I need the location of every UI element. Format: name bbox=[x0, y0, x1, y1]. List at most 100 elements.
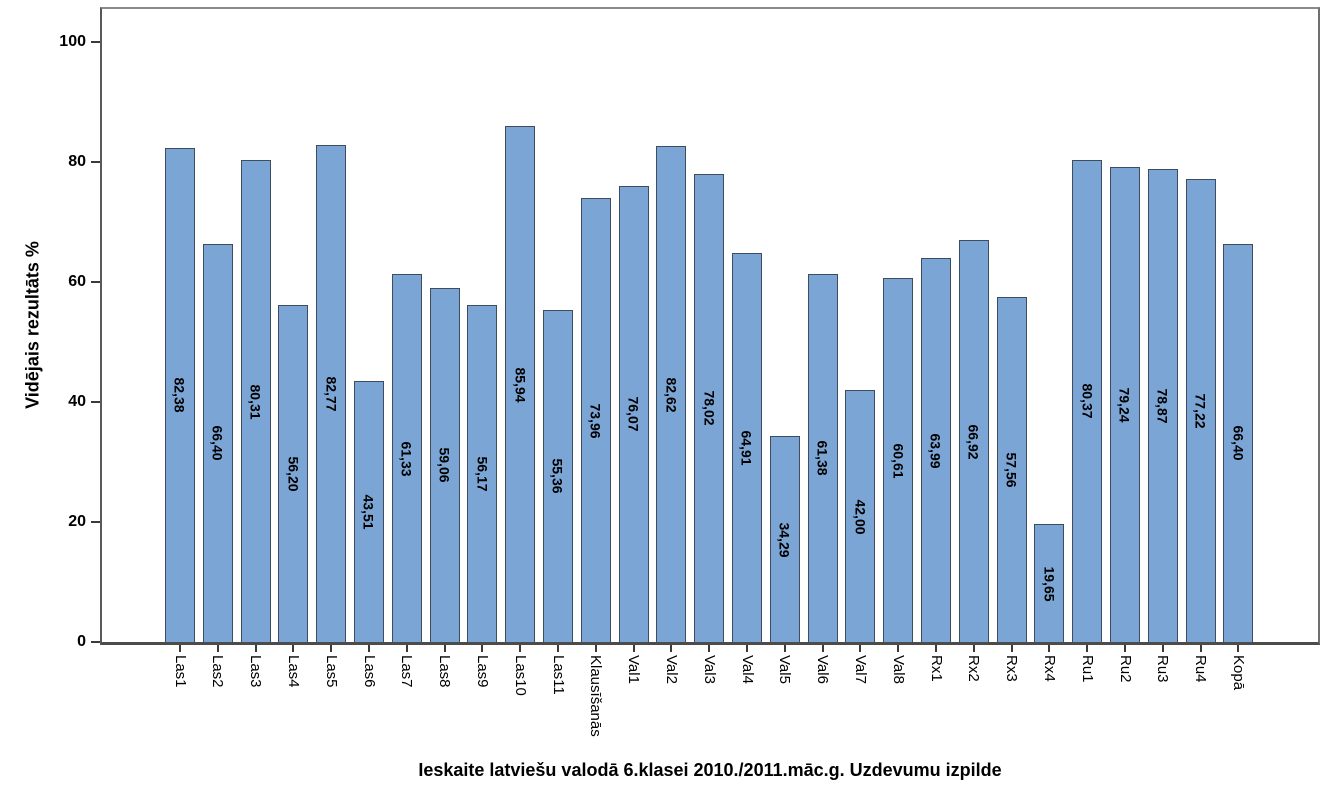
bar-Rx4: 19,65 bbox=[1034, 524, 1065, 642]
x-tick-mark bbox=[972, 645, 975, 652]
y-axis-title: Vidējais rezultāts % bbox=[22, 241, 43, 409]
x-tick-label: Val2 bbox=[662, 655, 680, 684]
bar-value-label: 34,29 bbox=[776, 522, 793, 558]
bar-Ru3: 78,87 bbox=[1147, 168, 1178, 642]
y-tick-mark bbox=[91, 41, 100, 43]
bar-Las5: 82,77 bbox=[316, 145, 347, 642]
bar-Las10: 85,94 bbox=[505, 126, 536, 642]
bar-Las7: 61,33 bbox=[391, 274, 422, 642]
x-tick-mark bbox=[746, 645, 748, 652]
x-tick-mark bbox=[443, 645, 446, 652]
x-tick-mark bbox=[783, 645, 786, 652]
y-tick-label: 20 bbox=[68, 513, 86, 530]
x-tick-mark bbox=[557, 645, 559, 652]
bar-Las2: 66,40 bbox=[202, 243, 233, 642]
x-tick-label: Las1 bbox=[171, 655, 189, 688]
y-tick-mark bbox=[91, 521, 100, 523]
bar-Las8: 59,06 bbox=[429, 287, 460, 642]
bar-value-label: 19,65 bbox=[1041, 566, 1058, 602]
y-tick-mark bbox=[91, 281, 100, 283]
x-tick-mark bbox=[859, 645, 862, 652]
x-tick-label: Las11 bbox=[549, 655, 567, 695]
x-tick-label: Rx1 bbox=[927, 655, 945, 682]
x-tick-label: Las3 bbox=[247, 655, 265, 688]
x-tick-label: Las4 bbox=[284, 655, 302, 688]
bar-Ru1: 80,37 bbox=[1072, 159, 1103, 642]
x-tick-mark bbox=[481, 645, 484, 652]
bar-value-label: 77,22 bbox=[1192, 393, 1209, 429]
bar-value-label: 56,17 bbox=[474, 456, 491, 492]
bar-value-label: 78,87 bbox=[1154, 388, 1171, 424]
bar-value-label: 79,24 bbox=[1117, 387, 1134, 423]
bar-value-label: 82,62 bbox=[663, 377, 680, 413]
bar-Kopā: 66,40 bbox=[1223, 243, 1254, 642]
x-tick-mark bbox=[1124, 645, 1126, 652]
bar-value-label: 66,40 bbox=[209, 425, 226, 461]
x-tick-label: Kopā bbox=[1229, 655, 1247, 691]
x-tick-label: Ru1 bbox=[1078, 655, 1096, 683]
y-tick-label: 100 bbox=[59, 33, 86, 50]
x-tick-label: Las9 bbox=[473, 655, 491, 688]
bar-value-label: 76,07 bbox=[625, 396, 642, 432]
x-tick-label: Rx4 bbox=[1040, 655, 1058, 682]
bar-Rx2: 66,92 bbox=[958, 240, 989, 642]
x-tick-label: Val6 bbox=[814, 655, 832, 684]
x-tick-label: Val3 bbox=[700, 655, 718, 684]
x-tick-label: Val4 bbox=[738, 655, 756, 684]
bar-value-label: 42,00 bbox=[852, 498, 869, 535]
x-tick-mark bbox=[1048, 645, 1051, 652]
x-tick-mark bbox=[1010, 645, 1013, 652]
bar-value-label: 80,31 bbox=[247, 384, 264, 420]
x-tick-mark bbox=[1086, 645, 1089, 652]
bar-Rx3: 57,56 bbox=[996, 296, 1027, 642]
x-tick-mark bbox=[405, 645, 408, 652]
bar-value-label: 82,38 bbox=[172, 377, 189, 413]
x-tick-mark bbox=[1237, 645, 1240, 652]
y-tick-mark bbox=[91, 401, 100, 403]
x-tick-mark bbox=[292, 645, 295, 652]
bar-Val6: 61,38 bbox=[807, 273, 838, 642]
x-tick-label: Val5 bbox=[776, 655, 794, 684]
bar-value-label: 85,94 bbox=[512, 367, 529, 403]
x-tick-label: Val1 bbox=[625, 655, 643, 684]
y-tick-label: 80 bbox=[68, 153, 86, 170]
x-tick-mark bbox=[519, 645, 522, 652]
bar-value-label: 56,20 bbox=[285, 456, 302, 492]
x-tick-label: Las6 bbox=[360, 655, 378, 688]
x-tick-label: Las10 bbox=[511, 655, 529, 696]
bar-Val5: 34,29 bbox=[769, 436, 800, 642]
bar-Ru2: 79,24 bbox=[1110, 166, 1140, 642]
bar-Las9: 56,17 bbox=[467, 304, 498, 642]
bar-value-label: 80,37 bbox=[1079, 383, 1096, 419]
bar-value-label: 61,38 bbox=[814, 440, 831, 476]
x-tick-label: Klausīšanās bbox=[587, 655, 605, 737]
bar-value-label: 64,91 bbox=[739, 430, 756, 466]
y-tick-mark bbox=[91, 161, 100, 163]
x-tick-label: Rx3 bbox=[1003, 655, 1021, 682]
x-tick-mark bbox=[935, 645, 937, 652]
bar-Ru4: 77,22 bbox=[1185, 178, 1216, 642]
bar-value-label: 57,56 bbox=[1003, 452, 1020, 488]
x-tick-mark bbox=[254, 645, 257, 652]
x-tick-label: Ru2 bbox=[1116, 655, 1134, 683]
x-tick-mark bbox=[821, 645, 824, 652]
x-tick-label: Ru4 bbox=[1192, 655, 1210, 683]
bar-value-label: 63,99 bbox=[928, 433, 945, 469]
bar-value-label: 73,96 bbox=[587, 403, 604, 439]
bar-value-label: 82,77 bbox=[323, 376, 340, 412]
bar-Las6: 43,51 bbox=[354, 380, 384, 642]
x-tick-label: Las7 bbox=[398, 655, 416, 688]
x-tick-label: Val7 bbox=[851, 655, 869, 684]
bar-value-label: 60,61 bbox=[890, 443, 907, 479]
bar-value-label: 55,36 bbox=[550, 458, 567, 494]
plot-area: 82,38 66,40 80,31 56,20 82,77 43,51 61,33 59,06… bbox=[100, 7, 1320, 645]
bar-Rx1: 63,99 bbox=[921, 258, 951, 642]
bar-Val8: 60,61 bbox=[883, 278, 914, 642]
x-tick-label: Las8 bbox=[436, 655, 454, 688]
x-tick-mark bbox=[1199, 645, 1202, 652]
x-tick-mark bbox=[330, 645, 333, 652]
bar-value-label: 43,51 bbox=[361, 494, 378, 530]
bar-Val4: 64,91 bbox=[732, 252, 762, 642]
x-tick-label: Las2 bbox=[209, 655, 227, 688]
